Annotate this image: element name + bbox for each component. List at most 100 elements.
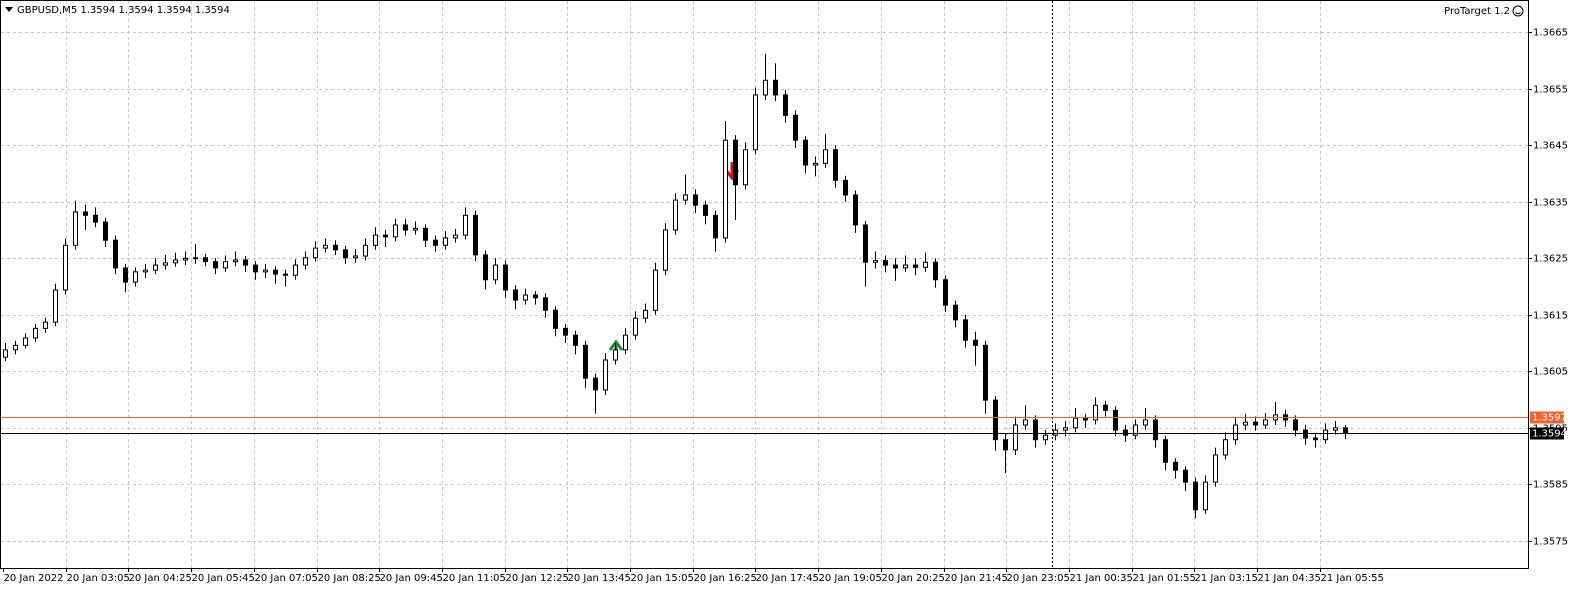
collapse-icon[interactable] [5,7,13,12]
candle-body [263,269,268,273]
candle-body [493,264,498,281]
y-tick-label: 1.3645 [1533,141,1568,152]
candle-body [913,264,918,268]
x-tick-label: 20 Jan 21:45 [945,573,1008,584]
price-label-box [1530,411,1564,424]
candle-body [573,334,578,346]
candle-body [413,227,418,231]
candle-body [1083,417,1088,421]
candle-body [543,297,548,311]
candle-body [83,211,88,216]
candle-body [983,344,988,401]
candle-body [653,269,658,311]
candle-body [293,264,298,276]
candle-body [213,261,218,269]
candle-body [523,294,528,301]
candle-body [853,194,858,226]
candle-body [513,289,518,301]
x-tick-label: 21 Jan 00:35 [1070,573,1133,584]
candle-body [423,227,428,241]
candle-body [613,349,618,361]
candle-body [893,264,898,269]
candle-body [1323,429,1328,441]
candle-body [1043,434,1048,441]
candle-body [313,247,318,259]
candle-body [633,317,638,336]
candle-body [1183,469,1188,483]
candle-body [603,359,608,391]
candle-body [973,339,978,346]
x-tick-label: 21 Jan 01:55 [1133,573,1196,584]
candle-body [743,149,748,186]
candle-body [963,319,968,341]
candle-body [173,259,178,264]
candle-body [223,261,228,269]
candle-body [13,344,18,351]
candle-body [593,377,598,391]
x-tick-label: 20 Jan 12:25 [506,573,569,584]
candle-body [673,199,678,231]
candle-body [133,271,138,283]
candle-body [713,214,718,239]
x-tick-label: 20 Jan 15:05 [631,573,694,584]
chart-title: GBPUSD,M5 1.3594 1.3594 1.3594 1.3594 [17,5,230,16]
candle-body [883,260,888,266]
price-label: 1.3597 [1532,413,1567,424]
candle-body [1263,419,1268,426]
candle-body [143,269,148,273]
x-tick-label: 20 Jan 07:05 [255,573,318,584]
x-tick-label: 20 Jan 03:05 [67,573,130,584]
indicator-icon[interactable] [1512,5,1524,17]
y-tick-label: 1.3615 [1533,311,1568,322]
candle-body [1063,427,1068,431]
candle-body [793,114,798,141]
candle-body [363,244,368,257]
candle-body [663,229,668,271]
candle-body [903,264,908,269]
candle-body [163,262,168,266]
candle-body [803,139,808,166]
candle-body [753,94,758,151]
indicator-icon-smile [1515,12,1521,15]
candle-body [1253,421,1258,426]
candle-body [1013,424,1018,451]
candle-body [993,399,998,441]
candle-body [353,255,358,259]
candle-body [1153,419,1158,441]
candle-body [823,149,828,164]
candle-body [683,194,688,201]
candle-body [943,279,948,306]
candle-body [843,179,848,196]
candle-body [533,294,538,299]
y-tick-label: 1.3605 [1533,367,1568,378]
price-label: 1.3594 [1532,429,1567,440]
candle-body [1163,439,1168,463]
candle-body [1073,417,1078,429]
candle-body [1133,424,1138,436]
candle-body [723,139,728,239]
candle-body [503,264,508,291]
candle-body [553,309,558,329]
x-tick-label: 20 Jan 23:05 [1007,573,1070,584]
x-tick-label: 21 Jan 03:15 [1195,573,1258,584]
candle-body [233,259,238,263]
candle-body [1143,419,1148,426]
candle-body [1003,439,1008,451]
candle-body [453,234,458,239]
x-tick-label: 20 Jan 17:45 [756,573,819,584]
candle-body [643,309,648,319]
candle-body [373,234,378,246]
candle-body [1203,481,1208,511]
candle-body [53,289,58,323]
candle-body [383,234,388,238]
candle-body [693,194,698,206]
candle-body [1173,461,1178,471]
x-tick-label: 20 Jan 13:45 [568,573,631,584]
candle-body [343,249,348,259]
candle-body [3,349,8,358]
candle-body [933,261,938,281]
candle-body [1113,409,1118,431]
candle-body [763,79,768,96]
candle-body [393,224,398,238]
